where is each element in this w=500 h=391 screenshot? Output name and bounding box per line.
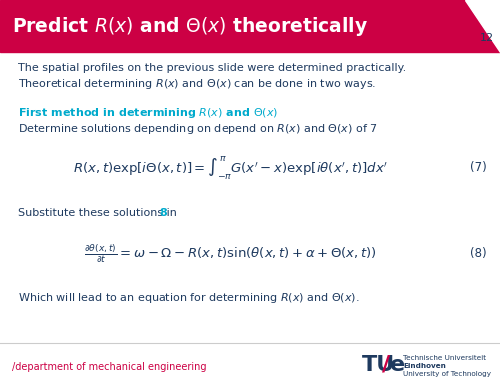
Text: e: e [390,355,405,375]
Text: $\frac{\partial\theta(x,t)}{\partial t} = \omega - \Omega - R(x,t)\sin(\theta(x,: $\frac{\partial\theta(x,t)}{\partial t} … [84,243,376,265]
Text: (7): (7) [470,161,487,174]
Text: TU: TU [362,355,395,375]
Text: (8): (8) [470,248,486,260]
Text: 8: 8 [159,208,167,218]
Text: First method in determining $R(x)$ and $\Theta(x)$: First method in determining $R(x)$ and $… [18,106,278,120]
Text: Determine solutions depending on depend on $R(x)$ and $\Theta(x)$ of 7: Determine solutions depending on depend … [18,122,378,136]
Polygon shape [465,0,500,52]
Text: Which will lead to an equation for determining $R(x)$ and $\Theta(x)$.: Which will lead to an equation for deter… [18,291,359,305]
Text: University of Technology: University of Technology [403,371,491,377]
Text: Eindhoven: Eindhoven [403,363,446,369]
Text: $R(x,t)\exp[i\Theta(x,t)] = \int_{-\pi}^{\pi} G(x' - x)\exp[i\theta(x',t)]dx'$: $R(x,t)\exp[i\Theta(x,t)] = \int_{-\pi}^… [72,154,388,181]
Text: /: / [382,355,390,375]
Text: The spatial profiles on the previous slide were determined practically.: The spatial profiles on the previous sli… [18,63,406,73]
Text: Technische Universiteit: Technische Universiteit [403,355,486,361]
Text: Theoretical determining $R(x)$ and $\Theta(x)$ can be done in two ways.: Theoretical determining $R(x)$ and $\The… [18,77,376,91]
Text: Substitute these solutions in: Substitute these solutions in [18,208,180,218]
Bar [0,0,500,52]
Text: Predict $R(x)$ and $\Theta(x)$ theoretically: Predict $R(x)$ and $\Theta(x)$ theoretic… [12,14,368,38]
Text: /department of mechanical engineering: /department of mechanical engineering [12,362,206,372]
Text: 12: 12 [480,33,494,43]
